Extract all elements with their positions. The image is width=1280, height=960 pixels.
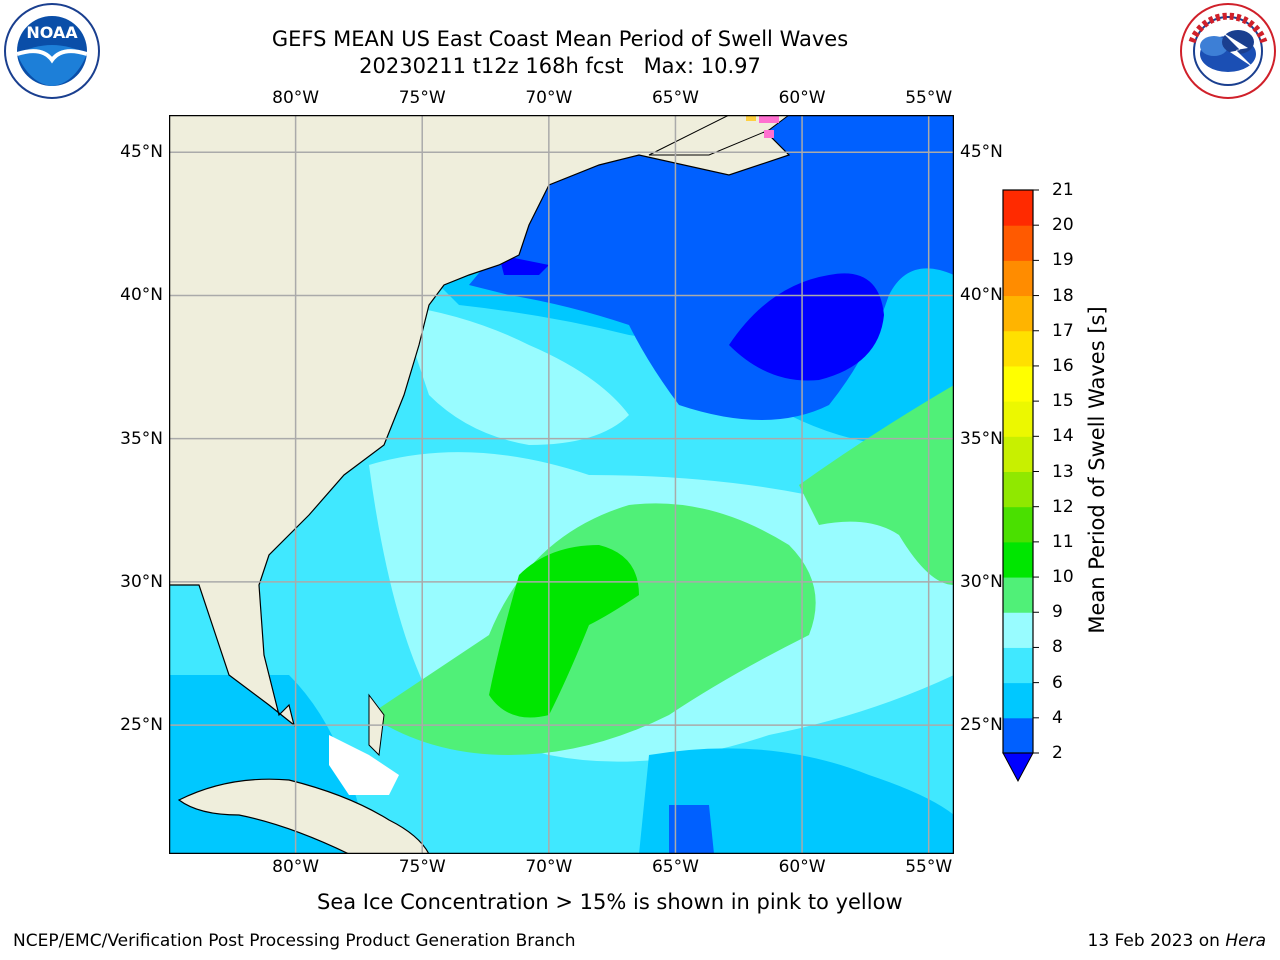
colorbar bbox=[1002, 189, 1039, 783]
colorbar-segment bbox=[1003, 190, 1033, 226]
title-line-1: GEFS MEAN US East Coast Mean Period of S… bbox=[271, 27, 849, 51]
graticule bbox=[169, 115, 954, 854]
lat-tick-label-right: 45°N bbox=[960, 142, 1003, 163]
colorbar-segment bbox=[1003, 436, 1033, 472]
lat-tick-label-left: 45°N bbox=[120, 142, 163, 163]
colorbar-tick-label: 19 bbox=[1052, 250, 1074, 271]
lat-tick-label-left: 35°N bbox=[120, 428, 163, 449]
lat-tick-label-right: 25°N bbox=[960, 715, 1003, 736]
colorbar-label: Mean Period of Swell Waves [s] bbox=[1085, 306, 1109, 634]
swell-field-under-2-north bbox=[729, 273, 884, 381]
colorbar-tick-label: 8 bbox=[1052, 637, 1063, 658]
colorbar-tick-label: 10 bbox=[1052, 567, 1074, 588]
colorbar-tick-label: 4 bbox=[1052, 707, 1063, 728]
no-data-mask bbox=[329, 735, 399, 795]
colorbar-segment bbox=[1003, 330, 1033, 367]
lon-tick-label-bot: 55°W bbox=[905, 857, 953, 877]
nws-logo bbox=[1180, 3, 1276, 99]
lat-tick-label-right: 30°N bbox=[960, 571, 1003, 592]
sea-ice-pixel bbox=[759, 115, 779, 123]
lat-tick-label-right: 40°N bbox=[960, 285, 1003, 306]
lon-tick-label-top: 60°W bbox=[778, 88, 826, 108]
lon-tick-label-top: 75°W bbox=[398, 88, 446, 108]
lon-tick-label-bot: 70°W bbox=[525, 857, 573, 877]
colorbar-tick-label: 21 bbox=[1052, 180, 1074, 200]
swell-field-4-6-southeast bbox=[639, 748, 954, 854]
lat-tick-label-left: 30°N bbox=[120, 571, 163, 592]
date-text: 13 Feb 2023 on Hera bbox=[1088, 931, 1266, 951]
colorbar-tick-label: 11 bbox=[1052, 531, 1074, 552]
colorbar-tick-label: 16 bbox=[1052, 355, 1074, 376]
lon-tick-label-bot: 60°W bbox=[778, 857, 826, 877]
lon-tick-label-bot: 80°W bbox=[272, 857, 320, 877]
noaa-logo-text: NOAA bbox=[26, 23, 78, 42]
map-frame bbox=[169, 115, 954, 854]
lat-tick-label-left: 40°N bbox=[120, 285, 163, 306]
lon-tick-label-top: 55°W bbox=[905, 88, 953, 108]
colorbar-segment bbox=[1003, 260, 1033, 297]
swell-field-2-4-south bbox=[669, 805, 714, 854]
colorbar-segment bbox=[1003, 225, 1033, 261]
date-label: 13 Feb 2023 on bbox=[1087, 931, 1226, 951]
title-line-2: 20230211 t12z 168h fcst Max: 10.97 bbox=[359, 54, 761, 78]
colorbar-tick-label: 20 bbox=[1052, 215, 1074, 236]
lon-tick-label-top: 70°W bbox=[525, 88, 573, 108]
sea-ice-note: Sea Ice Concentration > 15% is shown in … bbox=[317, 890, 903, 914]
sea-ice-pixel bbox=[746, 115, 756, 121]
colorbar-tick-label: 15 bbox=[1052, 391, 1074, 412]
lat-tick-label-left: 25°N bbox=[120, 715, 163, 736]
colorbar-segment bbox=[1003, 471, 1033, 508]
land-north-america bbox=[169, 115, 791, 727]
colorbar-tick-label: 13 bbox=[1052, 461, 1074, 482]
colorbar-segment bbox=[1003, 612, 1033, 648]
noaa-logo: NOAA bbox=[4, 3, 100, 99]
colorbar-tick-label: 17 bbox=[1052, 320, 1074, 341]
colorbar-segment bbox=[1003, 401, 1033, 437]
colorbar-segment bbox=[1003, 365, 1033, 402]
swell-field-9-10-center bbox=[369, 503, 816, 755]
colorbar-segment bbox=[1003, 682, 1033, 719]
lon-tick-label-bot: 75°W bbox=[398, 857, 446, 877]
colorbar-tick-label: 2 bbox=[1052, 743, 1063, 763]
swell-field-light-nw bbox=[399, 305, 629, 445]
colorbar-segment bbox=[1003, 647, 1033, 684]
colorbar-segment bbox=[1003, 717, 1033, 754]
land-cuba bbox=[177, 778, 430, 854]
colorbar-segment bbox=[1003, 541, 1033, 578]
swell-field-10-11-core bbox=[489, 545, 639, 718]
machine-name: Hera bbox=[1225, 931, 1266, 951]
colorbar-segment bbox=[1003, 577, 1033, 613]
lon-tick-label-top: 65°W bbox=[651, 88, 699, 108]
lon-tick-label-bot: 65°W bbox=[651, 857, 699, 877]
colorbar-tick-label: 9 bbox=[1052, 602, 1063, 623]
swell-field-under-2-coast bbox=[499, 255, 549, 275]
colorbar-tick-label: 14 bbox=[1052, 426, 1074, 447]
map-panel bbox=[169, 115, 954, 854]
lat-tick-label-right: 35°N bbox=[960, 428, 1003, 449]
colorbar-tick-label: 18 bbox=[1052, 285, 1074, 306]
credit-text: NCEP/EMC/Verification Post Processing Pr… bbox=[13, 931, 576, 951]
swell-field-9-10-east bbox=[799, 385, 954, 585]
colorbar-segment bbox=[1003, 506, 1033, 543]
colorbar-segment bbox=[1003, 295, 1033, 332]
lon-tick-label-top: 80°W bbox=[272, 88, 320, 108]
colorbar-under-extension bbox=[1002, 752, 1034, 783]
sea-ice-pixel bbox=[764, 130, 774, 138]
colorbar-tick-label: 12 bbox=[1052, 496, 1074, 517]
colorbar-tick-label: 6 bbox=[1052, 672, 1063, 693]
